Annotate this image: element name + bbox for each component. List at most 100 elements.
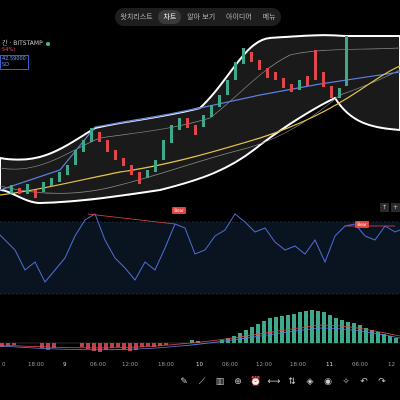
candle [298, 80, 301, 90]
candle [50, 178, 53, 186]
candles [10, 36, 348, 198]
candle [122, 158, 125, 166]
candle [274, 72, 277, 80]
time-tick: 18:00 [158, 362, 174, 368]
rsi-pane [0, 222, 400, 294]
market-status-icon [45, 41, 50, 46]
hist-bar [12, 343, 16, 345]
hist-bar [334, 318, 338, 343]
time-tick: 12:00 [122, 362, 138, 368]
hist-bar [158, 343, 162, 346]
price-value: 42.59000 [2, 56, 26, 62]
redo-icon[interactable]: ↷ [378, 377, 386, 387]
hist-bar [40, 343, 44, 348]
candle [290, 84, 293, 92]
time-tick: 10 [196, 362, 203, 368]
time-tick: 12 [388, 362, 395, 368]
macd-histogram [0, 310, 398, 352]
sma-line [0, 71, 400, 191]
bollinger-upper [0, 47, 400, 170]
arrows-icon[interactable]: ⇅ [288, 377, 296, 387]
pencil-icon[interactable]: ✎ [180, 377, 188, 387]
chart-pattern-icon[interactable]: ▥ [215, 377, 225, 387]
candle [226, 80, 229, 95]
candle [66, 165, 69, 175]
candle [258, 60, 261, 70]
hist-bar [122, 343, 126, 349]
candle [114, 150, 117, 160]
rsi-bear-badge[interactable]: Bear [172, 207, 186, 214]
hist-bar [322, 312, 326, 343]
top-nav-tabs: 왓치리스트 차트 알아 보기 아이디어 메뉴 [115, 8, 281, 26]
ruler-icon[interactable]: ⟷ [267, 377, 281, 387]
hist-bar [190, 340, 194, 343]
tab-chart[interactable]: 차트 [158, 10, 182, 24]
symbol-legend[interactable]: 간 · BITSTAMP [2, 38, 50, 47]
tab-watchlist[interactable]: 왓치리스트 [120, 13, 153, 21]
hist-bar [394, 338, 398, 343]
candle [138, 172, 141, 184]
alarm-icon[interactable]: ⏰ [250, 377, 262, 387]
hist-bar [92, 343, 96, 351]
hist-bar [116, 343, 120, 347]
line-tool-icon[interactable]: ⟋ [198, 377, 206, 387]
tab-ideas[interactable]: 아이디어 [226, 13, 252, 21]
hist-bar [274, 317, 278, 343]
pane-add-button[interactable]: + [391, 203, 400, 212]
hist-bar [104, 343, 108, 350]
pane-up-button[interactable]: ↑ [380, 203, 389, 212]
symbol-label: 간 · BITSTAMP [2, 40, 43, 47]
hist-bar [358, 325, 362, 343]
candle [345, 36, 348, 86]
hist-bar [134, 343, 138, 350]
rsi-divergence-line [87, 213, 176, 225]
hist-bar [310, 310, 314, 343]
candle [306, 76, 309, 86]
rsi-line [0, 213, 400, 283]
hist-bar [146, 343, 150, 346]
eye-icon[interactable]: ◉ [324, 377, 332, 387]
macd-line [0, 324, 400, 349]
hist-bar [268, 318, 272, 343]
hist-bar [340, 320, 344, 343]
hist-bar [110, 343, 114, 348]
time-tick: 18:00 [28, 362, 44, 368]
tab-menu[interactable]: 메뉴 [262, 13, 276, 21]
candle [218, 95, 221, 107]
layers-icon[interactable]: ◈ [306, 377, 314, 387]
candle [98, 132, 101, 142]
hist-bar [316, 311, 320, 343]
candle [314, 50, 317, 80]
time-tick: 06:00 [90, 362, 106, 368]
candle [90, 128, 93, 142]
price-box[interactable]: 42.59000 SD [0, 55, 29, 70]
hist-bar [262, 321, 266, 343]
hist-bar [238, 333, 242, 343]
time-tick: 0 [2, 362, 6, 368]
candle [202, 115, 205, 127]
time-tick: 06:00 [222, 362, 238, 368]
candle [170, 125, 173, 143]
candle [330, 86, 333, 98]
undo-icon[interactable]: ↶ [360, 377, 368, 387]
hist-bar [364, 328, 368, 343]
add-icon[interactable]: ⊕ [234, 377, 242, 387]
candle [146, 170, 149, 178]
magic-icon[interactable]: ✧ [342, 377, 350, 387]
candle [106, 140, 109, 152]
hist-bar [80, 343, 84, 347]
hist-bar [52, 343, 56, 348]
time-tick: 06:00 [352, 362, 368, 368]
candle [194, 125, 197, 135]
candle [162, 140, 165, 160]
rsi-bear-badge[interactable]: Bear [355, 221, 369, 228]
candle [242, 48, 245, 64]
tab-explore[interactable]: 알아 보기 [187, 13, 216, 21]
hist-bar [6, 343, 10, 346]
hist-bar [140, 343, 144, 347]
hist-bar [328, 315, 332, 343]
hist-bar [256, 324, 260, 343]
price-currency: SD [2, 62, 10, 68]
hist-bar [152, 343, 156, 347]
